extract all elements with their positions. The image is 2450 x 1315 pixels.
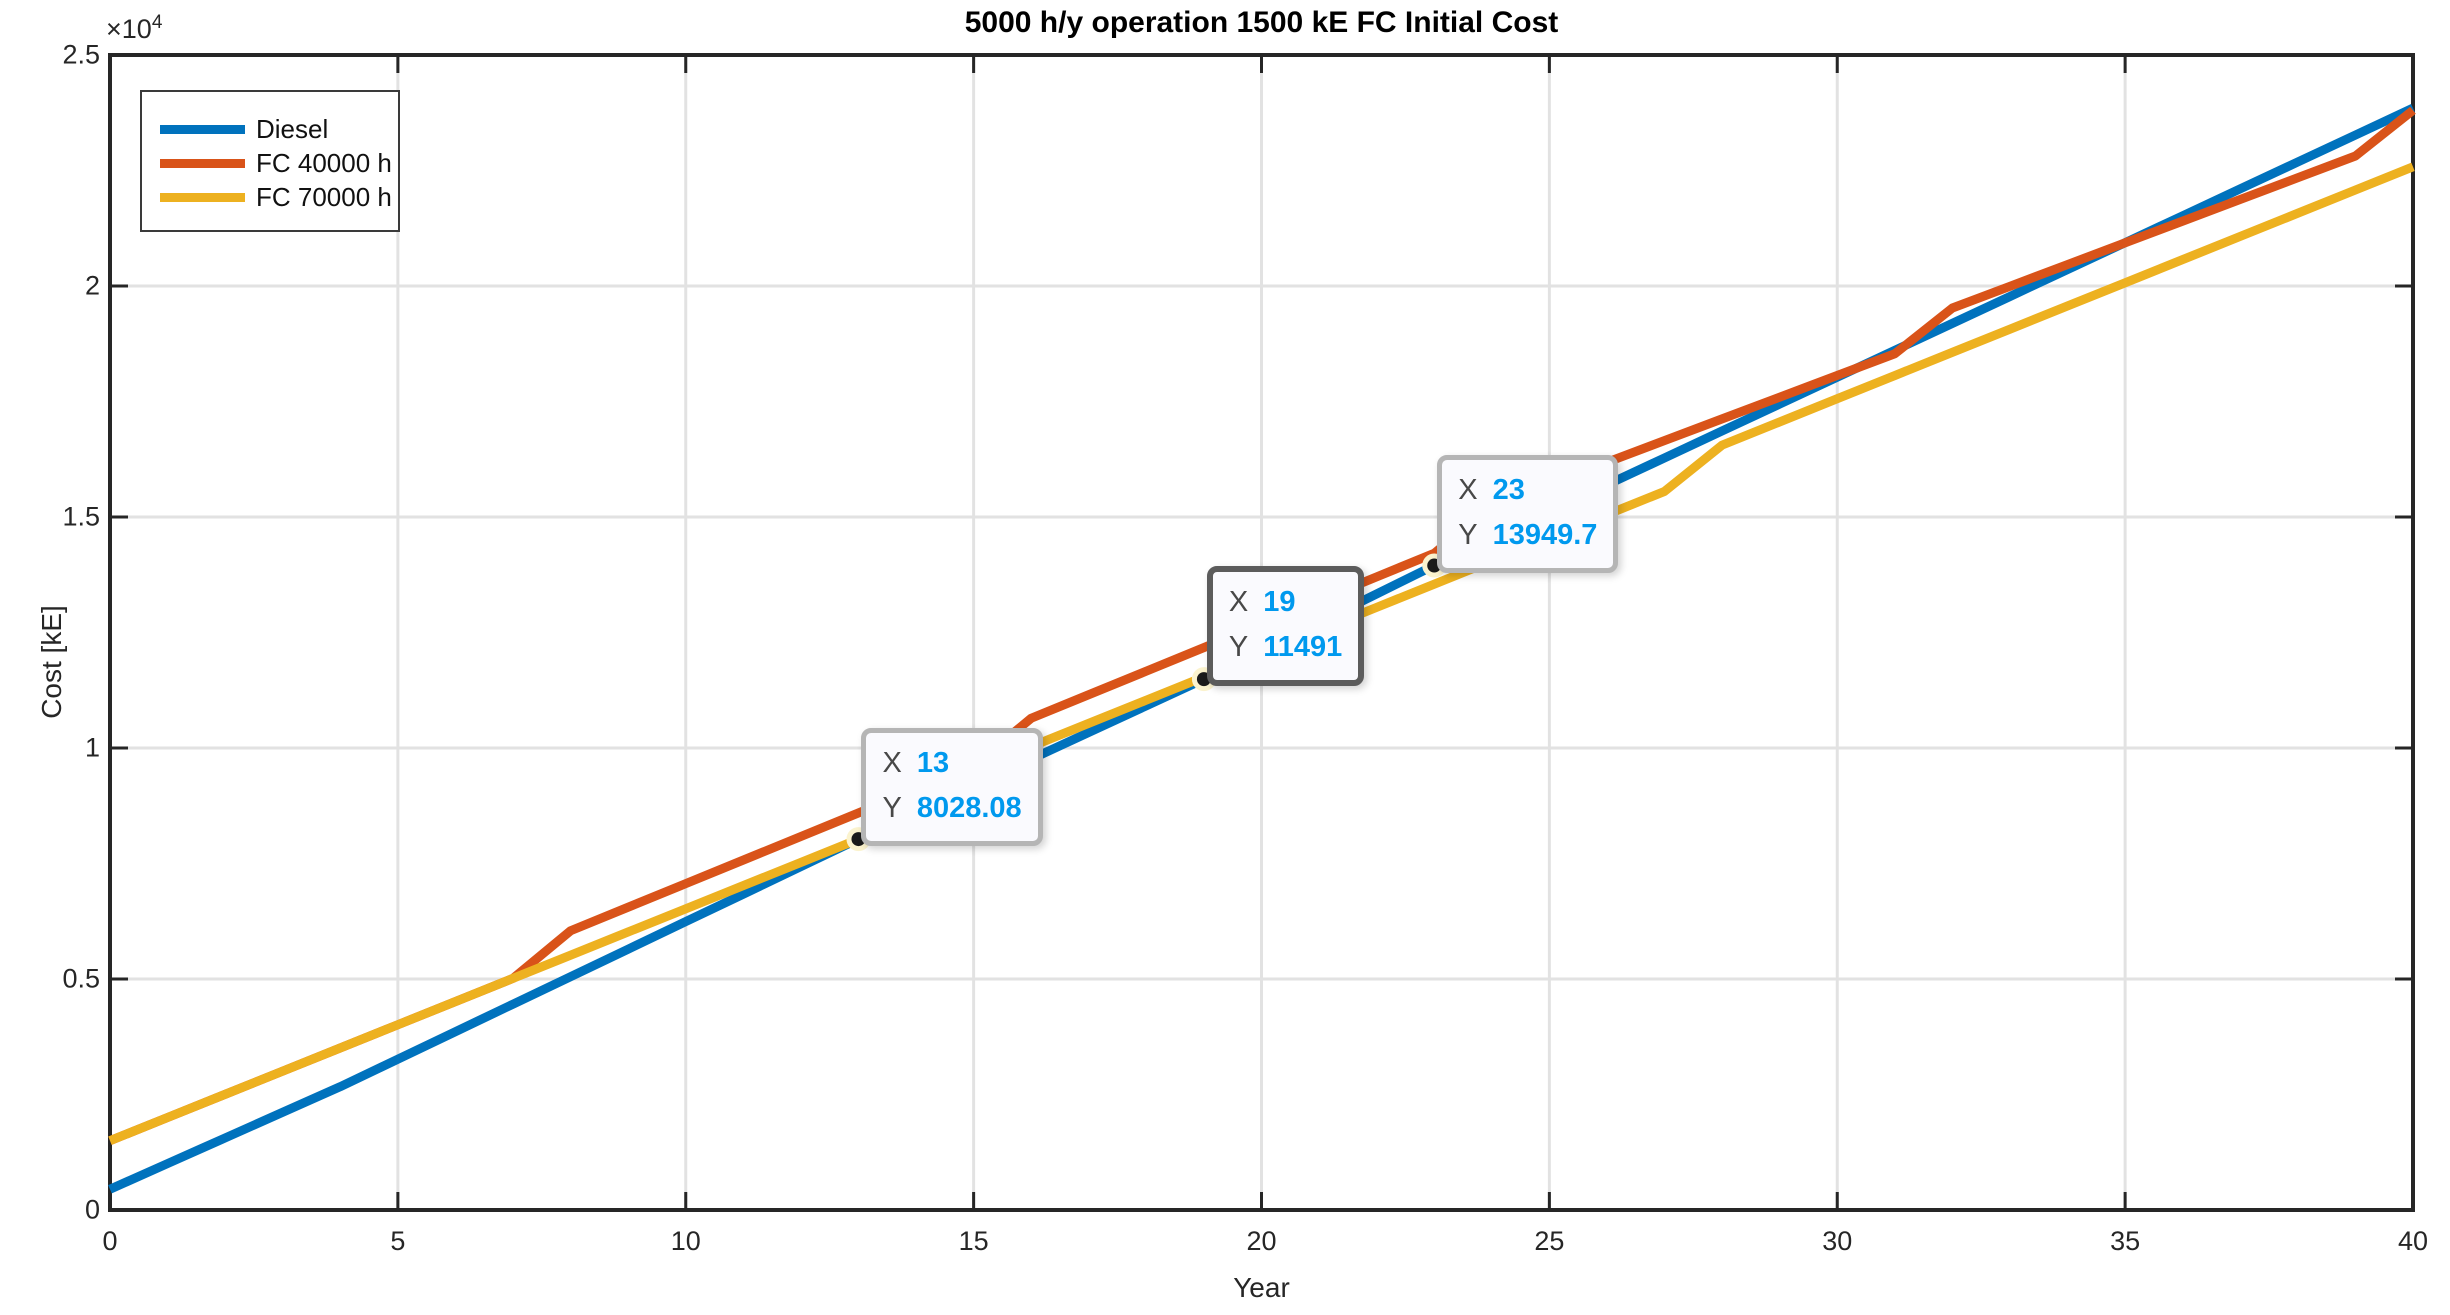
datatip-x-value: 23 <box>1492 473 1525 506</box>
legend-item-fc70000[interactable]: FC 70000 h <box>142 180 398 214</box>
y-tick-label: 0.5 <box>62 963 100 994</box>
legend-swatch-diesel <box>160 124 245 134</box>
legend-swatch-fc70000 <box>160 192 245 202</box>
x-tick-label: 35 <box>2110 1226 2141 1256</box>
datatip-year23[interactable]: X 23 Y 13949.7 <box>1437 454 1619 573</box>
x-tick-label: 30 <box>1822 1226 1853 1256</box>
datatip-y-row: Y 11491 <box>1229 625 1342 670</box>
datatip-x-value: 19 <box>1263 586 1296 619</box>
x-axis-label: Year <box>1233 1272 1290 1303</box>
y-tick-label: 2.5 <box>62 39 100 70</box>
datatip-x-key: X <box>882 747 902 780</box>
y-tick-label: 2 <box>84 270 100 301</box>
x-tick-label: 10 <box>670 1226 701 1256</box>
datatip-y-value: 8028.08 <box>916 792 1022 825</box>
legend-item-diesel[interactable]: Diesel <box>142 112 398 146</box>
legend-item-fc40000[interactable]: FC 40000 h <box>142 146 398 180</box>
datatip-x-row: X 13 <box>882 741 1021 786</box>
chart-title: 5000 h/y operation 1500 kE FC Initial Co… <box>964 6 1559 39</box>
datatip-y-row: Y 8028.08 <box>882 786 1021 831</box>
datatip-y-key: Y <box>1228 631 1249 664</box>
legend-label-fc40000: FC 40000 h <box>256 147 392 178</box>
datatip-x-row: X 19 <box>1229 580 1342 625</box>
axes-box <box>108 53 2415 1212</box>
datatip-y-value: 13949.7 <box>1492 518 1598 551</box>
x-tick-label: 15 <box>958 1226 989 1256</box>
legend-label-fc70000: FC 70000 h <box>256 181 392 212</box>
y-axis-exponent-label: ×104 <box>106 12 162 45</box>
legend-swatch-fc40000 <box>160 158 245 168</box>
y-axis-label: Cost [kE] <box>36 605 67 719</box>
x-tick-label: 25 <box>1534 1226 1565 1256</box>
datatip-y-value: 11491 <box>1263 631 1343 664</box>
x-tick-label: 40 <box>2397 1226 2429 1256</box>
x-tick-label: 5 <box>390 1226 406 1256</box>
datatip-x-key: X <box>1458 473 1478 506</box>
y-tick-label: 1 <box>84 732 100 763</box>
datatip-x-value: 13 <box>916 747 950 780</box>
legend: Diesel FC 40000 h FC 70000 h <box>140 90 400 232</box>
legend-label-diesel: Diesel <box>256 113 329 144</box>
datatip-y-key: Y <box>882 792 902 825</box>
y-tick-label: 0 <box>84 1194 100 1225</box>
datatip-y-row: Y 13949.7 <box>1458 513 1597 558</box>
x-tick-label: 20 <box>1246 1226 1277 1256</box>
datatip-x-key: X <box>1228 586 1249 619</box>
x-tick-label: 0 <box>102 1226 118 1256</box>
y-tick-label: 1.5 <box>62 501 100 532</box>
datatip-year13[interactable]: X 13 Y 8028.08 <box>861 728 1043 847</box>
y-axis-exponent-power: 4 <box>151 12 163 33</box>
datatip-year19[interactable]: X 19 Y 11491 <box>1206 566 1365 687</box>
y-axis-exponent-base: ×10 <box>106 14 152 44</box>
datatip-y-key: Y <box>1458 518 1478 551</box>
datatip-x-row: X 23 <box>1458 468 1597 513</box>
